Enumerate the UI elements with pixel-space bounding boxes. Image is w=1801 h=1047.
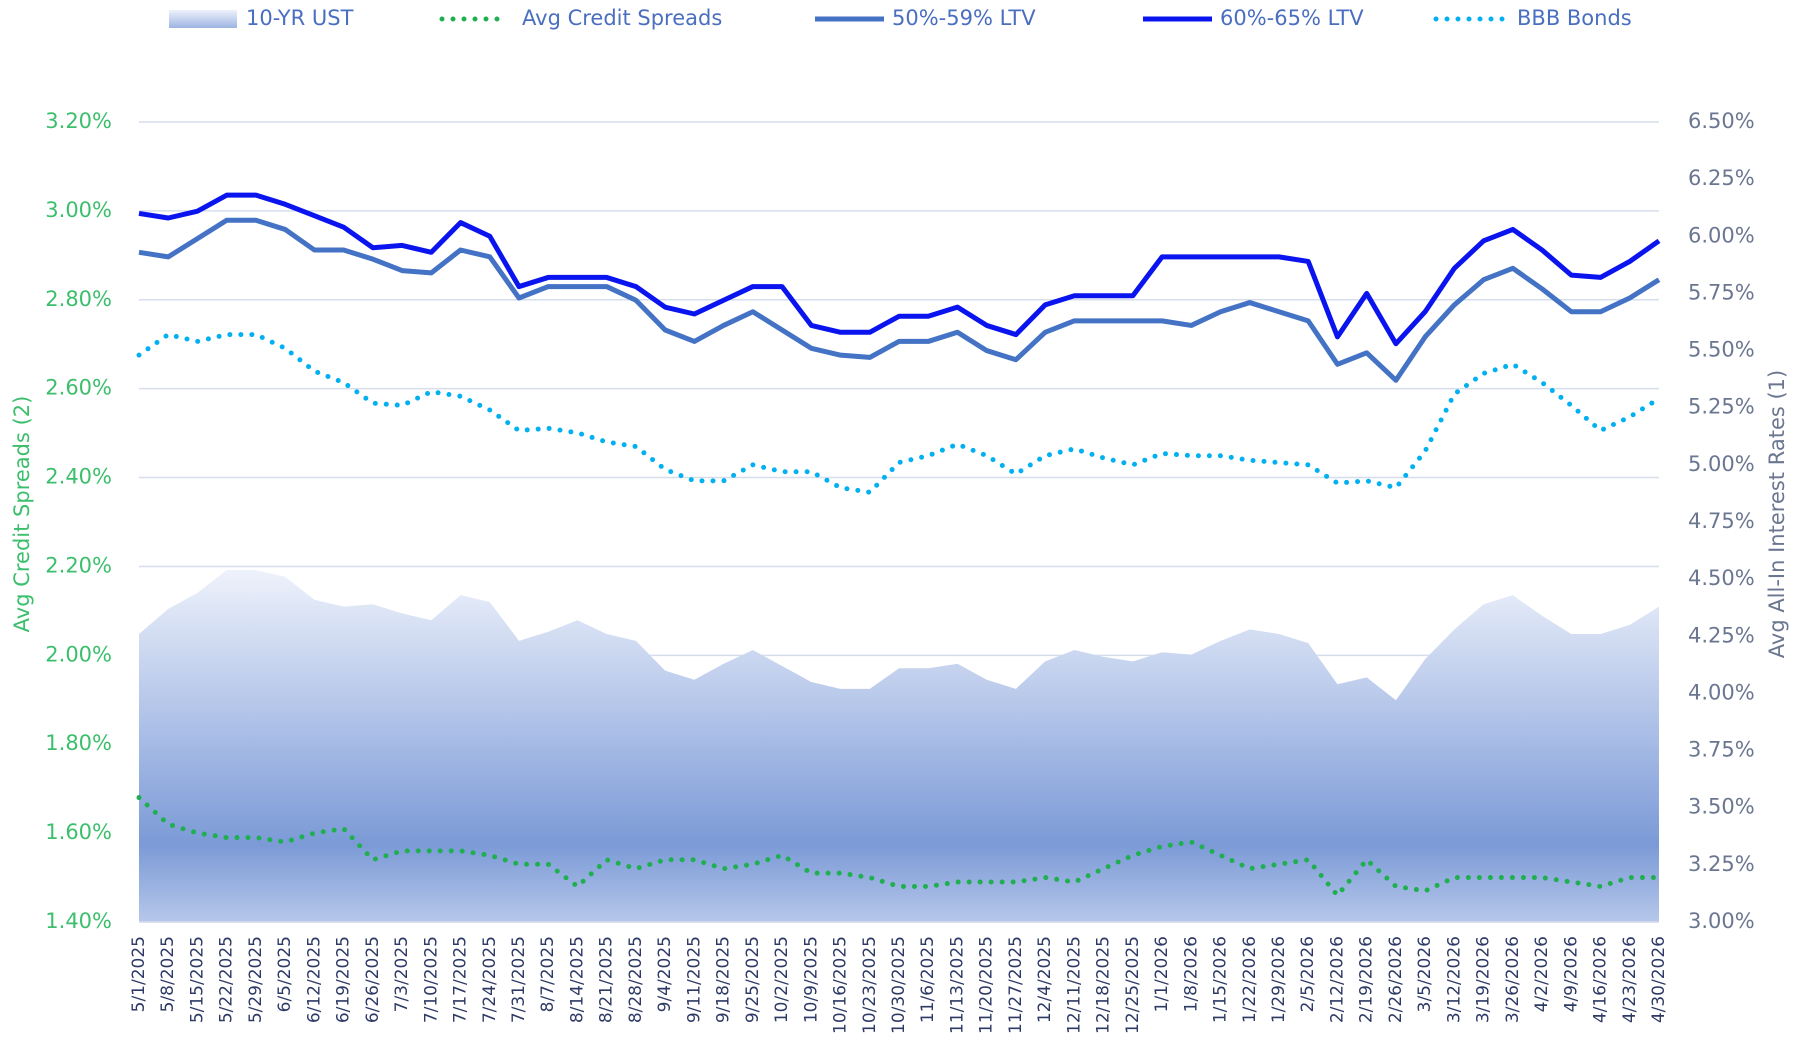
- y2-tick-label: 3.75%: [1688, 738, 1755, 762]
- y2-tick-label: 6.00%: [1688, 223, 1755, 247]
- x-tick-label: 11/6/2025: [918, 936, 938, 1023]
- x-tick-label: 3/26/2026: [1503, 936, 1523, 1023]
- y2-tick-label: 3.50%: [1688, 795, 1755, 819]
- x-tick-label: 4/2/2026: [1532, 936, 1552, 1012]
- y2-tick-label: 6.50%: [1688, 109, 1755, 133]
- x-tick-label: 6/19/2025: [334, 936, 354, 1023]
- x-tick-label: 10/23/2025: [860, 936, 880, 1034]
- y2-tick-label: 5.75%: [1688, 280, 1755, 304]
- x-tick-label: 12/18/2025: [1094, 936, 1114, 1034]
- y-tick-label: 3.00%: [45, 198, 112, 222]
- y-tick-label: 2.60%: [45, 376, 112, 400]
- y-tick-label: 3.20%: [45, 109, 112, 133]
- x-tick-label: 12/4/2025: [1035, 936, 1055, 1023]
- x-tick-label: 4/30/2026: [1649, 936, 1669, 1023]
- x-tick-label: 9/25/2025: [743, 936, 763, 1023]
- x-tick-label: 9/4/2025: [655, 936, 675, 1012]
- x-tick-label: 7/24/2025: [480, 936, 500, 1023]
- x-tick-label: 7/3/2025: [392, 936, 412, 1012]
- legend-label: 60%-65% LTV: [1220, 6, 1364, 30]
- line: [136, 795, 1662, 898]
- area: [139, 570, 1659, 922]
- y2-tick-label: 3.00%: [1688, 909, 1755, 933]
- x-tick-label: 5/15/2025: [187, 936, 207, 1023]
- x-tick-label: 5/29/2025: [246, 936, 266, 1023]
- x-tick-label: 6/12/2025: [304, 936, 324, 1023]
- y-tick-label: 2.40%: [45, 465, 112, 489]
- x-tick-label: 12/25/2025: [1123, 936, 1143, 1034]
- x-tick-label: 11/20/2025: [977, 936, 997, 1034]
- y2-tick-label: 4.75%: [1688, 509, 1755, 533]
- x-tick-label: 3/12/2026: [1444, 936, 1464, 1023]
- y2-tick-label: 4.50%: [1688, 566, 1755, 590]
- x-tick-label: 8/14/2025: [567, 936, 587, 1023]
- x-tick-label: 8/28/2025: [626, 936, 646, 1023]
- y2-tick-label: 5.25%: [1688, 395, 1755, 419]
- y-tick-label: 1.40%: [45, 909, 112, 933]
- y2-axis-title: Avg All-In Interest Rates (1): [1765, 370, 1789, 658]
- x-tick-label: 7/17/2025: [451, 936, 471, 1023]
- y-tick-label: 2.20%: [45, 553, 112, 577]
- x-tick-label: 2/26/2026: [1386, 936, 1406, 1023]
- x-tick-label: 4/23/2026: [1620, 936, 1640, 1023]
- x-tick-label: 4/9/2026: [1561, 936, 1581, 1012]
- x-tick-label: 3/5/2026: [1415, 936, 1435, 1012]
- x-tick-label: 7/10/2025: [421, 936, 441, 1023]
- x-tick-label: 1/29/2026: [1269, 936, 1289, 1023]
- y2-tick-label: 3.25%: [1688, 852, 1755, 876]
- y2-tick-label: 5.50%: [1688, 338, 1755, 362]
- x-tick-label: 10/2/2025: [772, 936, 792, 1023]
- x-tick-label: 3/19/2026: [1474, 936, 1494, 1023]
- x-tick-label: 6/26/2025: [363, 936, 383, 1023]
- x-tick-label: 9/18/2025: [714, 936, 734, 1023]
- y2-tick-label: 5.00%: [1688, 452, 1755, 476]
- y2-tick-label: 4.00%: [1688, 680, 1755, 704]
- x-tick-label: 2/19/2026: [1357, 936, 1377, 1023]
- y2-tick-label: 4.25%: [1688, 623, 1755, 647]
- y-tick-label: 2.00%: [45, 642, 112, 666]
- x-tick-label: 10/9/2025: [801, 936, 821, 1023]
- x-tick-label: 10/16/2025: [831, 936, 851, 1034]
- legend-swatch: [169, 10, 237, 28]
- y-axis-title: Avg Credit Spreads (2): [10, 396, 34, 633]
- x-tick-label: 8/21/2025: [597, 936, 617, 1023]
- x-tick-label: 8/7/2025: [538, 936, 558, 1012]
- x-tick-label: 12/11/2025: [1064, 936, 1084, 1034]
- x-tick-label: 2/5/2026: [1298, 936, 1318, 1012]
- x-tick-label: 1/8/2026: [1181, 936, 1201, 1012]
- x-tick-label: 1/22/2026: [1240, 936, 1260, 1023]
- line: [138, 217, 1661, 383]
- y-tick-label: 1.60%: [45, 820, 112, 844]
- x-tick-label: 6/5/2025: [275, 936, 295, 1012]
- x-tick-label: 5/22/2025: [217, 936, 237, 1023]
- x-tick-label: 5/1/2025: [129, 936, 149, 1012]
- x-tick-label: 5/8/2025: [158, 936, 178, 1012]
- legend-label: BBB Bonds: [1517, 6, 1632, 30]
- x-tick-label: 2/12/2026: [1327, 936, 1347, 1023]
- y-tick-label: 1.80%: [45, 731, 112, 755]
- line: [138, 192, 1661, 347]
- x-tick-label: 10/30/2025: [889, 936, 909, 1034]
- legend-label: Avg Credit Spreads: [522, 6, 722, 30]
- x-tick-label: 9/11/2025: [684, 936, 704, 1023]
- y-tick-label: 2.80%: [45, 287, 112, 311]
- x-tick-label: 1/1/2026: [1152, 936, 1172, 1012]
- x-tick-label: 11/13/2025: [947, 936, 967, 1034]
- x-tick-label: 1/15/2026: [1211, 936, 1231, 1023]
- legend-label: 50%-59% LTV: [892, 6, 1036, 30]
- line: [136, 332, 1662, 495]
- y2-tick-label: 6.25%: [1688, 166, 1755, 190]
- legend-label: 10-YR UST: [246, 6, 354, 30]
- x-tick-label: 11/27/2025: [1006, 936, 1026, 1034]
- x-tick-label: 4/16/2026: [1591, 936, 1611, 1023]
- x-tick-label: 7/31/2025: [509, 936, 529, 1023]
